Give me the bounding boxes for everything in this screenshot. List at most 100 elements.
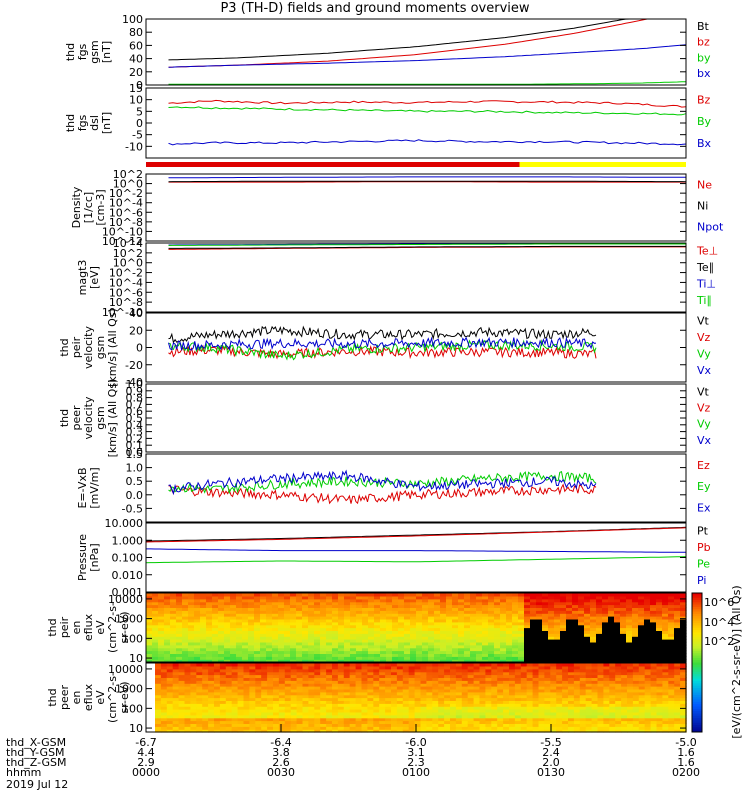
heatmap-cell: [596, 607, 603, 611]
heatmap-cell: [155, 683, 162, 687]
heatmap-cell: [464, 613, 471, 617]
y-tick-label: 0.5: [126, 475, 144, 488]
heatmap-cell: [272, 595, 279, 600]
heatmap-cell: [254, 630, 261, 634]
heatmap-cell: [428, 650, 435, 654]
heatmap-cell: [440, 653, 447, 657]
heatmap-cell: [196, 711, 203, 716]
heatmap-cell: [160, 691, 168, 696]
heatmap-cell: [380, 633, 387, 637]
heatmap-cell: [420, 709, 428, 713]
heatmap-cell: [620, 659, 627, 663]
heatmap-cell: [172, 680, 180, 684]
heatmap-cell: [225, 709, 233, 713]
heatmap-cell: [485, 706, 492, 710]
heatmap-cell: [374, 656, 381, 660]
heatmap-cell: [367, 691, 374, 696]
heatmap-cell: [632, 671, 640, 676]
heatmap-cell: [391, 663, 398, 667]
heatmap-cell: [488, 618, 495, 623]
heatmap-cell: [494, 618, 501, 623]
heatmap-cell: [632, 663, 640, 667]
heatmap-cell: [680, 697, 687, 701]
heatmap-cell: [343, 706, 351, 710]
heatmap-cell: [302, 717, 310, 722]
heatmap-cell: [190, 729, 197, 733]
heatmap-cell: [627, 671, 634, 676]
heatmap-cell: [532, 703, 540, 707]
heatmap-cell: [367, 674, 374, 678]
heatmap-cell: [491, 694, 498, 699]
heatmap-cell: [344, 647, 351, 652]
heatmap-cell: [350, 624, 357, 629]
heatmap-cell: [500, 636, 507, 640]
heatmap-cell: [236, 659, 243, 663]
heatmap-cell: [644, 683, 652, 687]
heatmap-cell: [243, 720, 251, 724]
heatmap-cell: [214, 668, 221, 673]
heatmap-cell: [212, 593, 219, 597]
heatmap-cell: [386, 653, 393, 657]
heatmap-cell: [362, 595, 369, 600]
heatmap-cell: [261, 717, 268, 722]
heatmap-cell: [202, 711, 209, 716]
heatmap-cell: [188, 627, 195, 631]
heatmap-cell: [426, 671, 433, 676]
heatmap-cell: [620, 607, 627, 611]
heatmap-cell: [476, 659, 483, 663]
heatmap-cell: [242, 593, 249, 597]
heatmap-cell: [404, 610, 411, 614]
heatmap-cell: [491, 703, 498, 707]
heatmap-cell: [602, 656, 609, 660]
heatmap-cell: [548, 618, 555, 623]
heatmap-cell: [236, 633, 243, 637]
heatmap-cell: [632, 607, 639, 611]
heatmap-cell: [438, 680, 445, 684]
heatmap-cell: [326, 644, 333, 649]
heatmap-cell: [160, 683, 168, 687]
heatmap-cell: [231, 691, 239, 696]
heatmap-cell: [473, 697, 481, 701]
heatmap-cell: [597, 688, 605, 693]
heatmap-cell: [355, 686, 363, 690]
heatmap-cell: [386, 621, 393, 626]
y-tick-label: 10^-6: [109, 206, 143, 219]
heatmap-cell: [560, 636, 567, 640]
heatmap-cell: [432, 688, 439, 693]
heatmap-cell: [290, 627, 297, 631]
heatmap-cell: [260, 639, 267, 643]
heatmap-cell: [386, 650, 393, 654]
heatmap-cell: [662, 691, 669, 696]
heatmap-cell: [302, 641, 309, 646]
heatmap-cell: [467, 688, 475, 693]
heatmap-cell: [572, 641, 579, 646]
heatmap-cell: [410, 641, 417, 646]
heatmap-cell: [614, 644, 621, 649]
heatmap-cell: [308, 644, 315, 649]
heatmap-cell: [172, 668, 180, 673]
heatmap-cell: [536, 593, 543, 597]
heatmap-cell: [362, 630, 369, 634]
heatmap-cell: [530, 618, 537, 623]
heatmap-cell: [473, 720, 481, 724]
heatmap-cell: [260, 595, 267, 600]
heatmap-cell: [314, 726, 321, 730]
heatmap-cell: [467, 700, 475, 704]
heatmap-cell: [326, 726, 333, 730]
heatmap-cell: [302, 624, 309, 629]
heatmap-cell: [432, 714, 439, 719]
heatmap-cell: [473, 700, 481, 704]
heatmap-cell: [385, 700, 392, 704]
heatmap-cell: [572, 653, 579, 657]
heatmap-cell: [656, 641, 663, 646]
heatmap-cell: [609, 674, 616, 678]
heatmap-cell: [452, 607, 459, 611]
heatmap-cell: [320, 595, 327, 600]
heatmap-cell: [231, 663, 239, 667]
heatmap-cell: [597, 683, 605, 687]
heatmap-cell: [166, 683, 174, 687]
heatmap-cell: [532, 694, 540, 699]
heatmap-cell: [542, 639, 549, 643]
heatmap-cell: [432, 711, 439, 716]
heatmap-cell: [668, 616, 675, 620]
